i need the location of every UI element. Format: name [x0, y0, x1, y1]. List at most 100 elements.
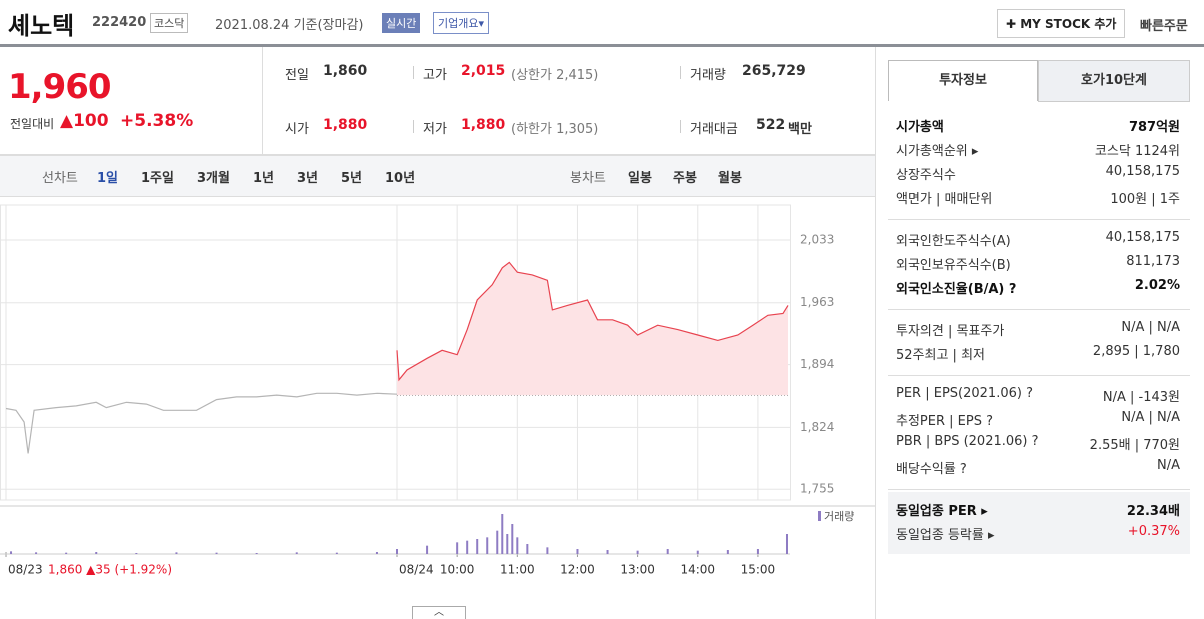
item-value: 265,729 [742, 63, 806, 79]
volume-bar [506, 534, 509, 554]
info-label: 배당수익률 ? [896, 462, 967, 477]
x-tick-label: 08/23 [8, 563, 43, 577]
info-label: 외국인보유주식수(B) [896, 258, 1011, 273]
info-label: 추정PER | EPS ? [896, 414, 993, 429]
info-label: 시가총액 [896, 120, 944, 135]
volume-bar [576, 549, 579, 554]
change-pct: +5.38% [120, 111, 194, 131]
info-label: 동일업종 등락률 ▸ [896, 528, 995, 543]
y-tick-label: 1,894 [800, 357, 834, 371]
volume-bar [501, 514, 504, 554]
summary: 1,960 전일대비 ▲100 +5.38% 전일 1,860 고가 2,015 (상한… [0, 47, 875, 155]
group-divider [888, 219, 1190, 220]
volume-bar [486, 537, 489, 554]
y-tick-label: 1,824 [800, 420, 834, 434]
volume-bar [636, 550, 639, 554]
realtime-badge[interactable]: 실시간 [382, 13, 421, 33]
item-label: 거래대금 [690, 122, 738, 137]
collapse-button[interactable]: ︿ [412, 606, 466, 619]
info-label: 상장주식수 [896, 168, 956, 183]
quick-order[interactable]: 빠른주문 [1140, 19, 1188, 34]
info-value: N/A | N/A [1121, 320, 1180, 335]
mystock-button[interactable]: ✚ MY STOCK 추가 [997, 9, 1126, 38]
volume-bar [726, 550, 729, 554]
period-tab[interactable]: 1년 [253, 171, 275, 186]
volume-bar [335, 552, 338, 554]
period-tab[interactable]: 1주일 [141, 171, 174, 186]
group-divider [888, 309, 1190, 310]
period-tab[interactable]: 3개월 [197, 171, 230, 186]
info-value: 787억원 [1128, 120, 1180, 135]
info-value: 40,158,175 [1105, 230, 1180, 245]
item-label: 거래량 [690, 68, 726, 83]
x-tick-label: 11:00 [500, 563, 535, 577]
item-extra: 백만 [788, 122, 812, 137]
item-label: 전일 [285, 68, 309, 83]
info-label: 외국인소진율(B/A) ? [896, 282, 1017, 297]
period-tab[interactable]: 3년 [297, 171, 319, 186]
divider [875, 47, 876, 619]
separator [680, 120, 681, 133]
volume-bar [255, 553, 258, 554]
item-value: 1,880 [461, 117, 506, 133]
info-value: N/A | N/A [1121, 410, 1180, 425]
volume-bar [516, 537, 519, 554]
group-divider [888, 375, 1190, 376]
company-button[interactable]: 기업개요▾ [433, 12, 490, 34]
item-value: 2,015 [461, 63, 506, 79]
volume-bar [696, 550, 699, 554]
volume-bar [466, 540, 469, 554]
info-label: 액면가 | 매매단위 [896, 192, 993, 207]
candle-tab[interactable]: 일봉 [628, 171, 652, 186]
info-value: 100원 | 1주 [1110, 192, 1180, 207]
candle-tab[interactable]: 월봉 [718, 171, 742, 186]
x-tick-label: 14:00 [680, 563, 715, 577]
x-tick-label: 10:00 [440, 563, 475, 577]
item-value: 1,860 [323, 63, 368, 79]
info-value: 2.02% [1134, 278, 1180, 293]
market-badge: 코스닥 [150, 13, 189, 33]
item-value: 1,880 [323, 117, 368, 133]
volume-bar [511, 524, 514, 554]
period-tab[interactable]: 5년 [341, 171, 363, 186]
info-tab[interactable]: 투자정보 [888, 60, 1038, 101]
line [5, 392, 398, 454]
item-label: 저가 [423, 122, 447, 137]
tab-label: 봉차트 [570, 171, 606, 186]
x-tick-label: 08/24 [399, 563, 434, 577]
volume-bar [396, 549, 399, 554]
period-tab[interactable]: 10년 [385, 171, 416, 186]
divider [262, 47, 263, 154]
x-tick-label: 15:00 [741, 563, 776, 577]
tab-label: 선차트 [42, 171, 78, 186]
change: ▲100 [60, 111, 109, 131]
volume-bar [35, 552, 38, 554]
volume-bar [476, 539, 479, 554]
info-label: 52주최고 | 최저 [896, 348, 985, 363]
item-extra: (하한가 1,305) [511, 122, 599, 137]
info-value: N/A [1157, 458, 1180, 473]
volume-bar [426, 545, 429, 554]
item-value: 522 [756, 117, 786, 133]
period-tab[interactable]: 1일 [97, 171, 119, 186]
info-value: 811,173 [1126, 254, 1180, 269]
volume-bar [175, 552, 178, 554]
info-label: 시가총액순위 ▸ [896, 144, 979, 159]
separator [680, 66, 681, 79]
volume-bar [375, 552, 378, 554]
item-label: 시가 [285, 122, 309, 137]
stock-name: 셰노텍 [8, 12, 75, 40]
y-tick-label: 1,755 [800, 482, 834, 496]
candle-tab[interactable]: 주봉 [673, 171, 697, 186]
legend-label: 거래량 [824, 510, 854, 523]
volume-bar [215, 552, 218, 554]
info-value: 2,895 | 1,780 [1092, 344, 1180, 359]
x-tick-label: 12:00 [560, 563, 595, 577]
plot-frame [0, 204, 791, 501]
info-label: 투자의견 | 목표주가 [896, 324, 1005, 339]
info-value: +0.37% [1127, 524, 1180, 539]
info-label: PER | EPS(2021.06) ? [896, 386, 1033, 401]
info-tab[interactable]: 호가10단계 [1038, 60, 1190, 102]
info-panel: 투자정보 호가10단계 시가총액 787억원 시가총액순위 ▸ 코스닥 1124위 상장주식… [888, 60, 1190, 554]
line [396, 261, 789, 382]
